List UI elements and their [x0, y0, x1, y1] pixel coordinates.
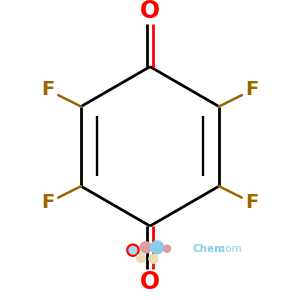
- Circle shape: [127, 244, 139, 256]
- Text: F: F: [41, 80, 55, 100]
- Circle shape: [163, 244, 171, 253]
- Text: F: F: [245, 193, 259, 212]
- Text: O: O: [140, 0, 160, 23]
- Text: F: F: [245, 80, 259, 100]
- Circle shape: [148, 254, 158, 264]
- Circle shape: [140, 241, 152, 254]
- Text: Chem: Chem: [193, 244, 226, 254]
- Text: .com: .com: [217, 244, 242, 254]
- Text: F: F: [41, 193, 55, 212]
- Circle shape: [150, 240, 164, 254]
- Circle shape: [136, 253, 146, 263]
- Text: O: O: [140, 269, 160, 293]
